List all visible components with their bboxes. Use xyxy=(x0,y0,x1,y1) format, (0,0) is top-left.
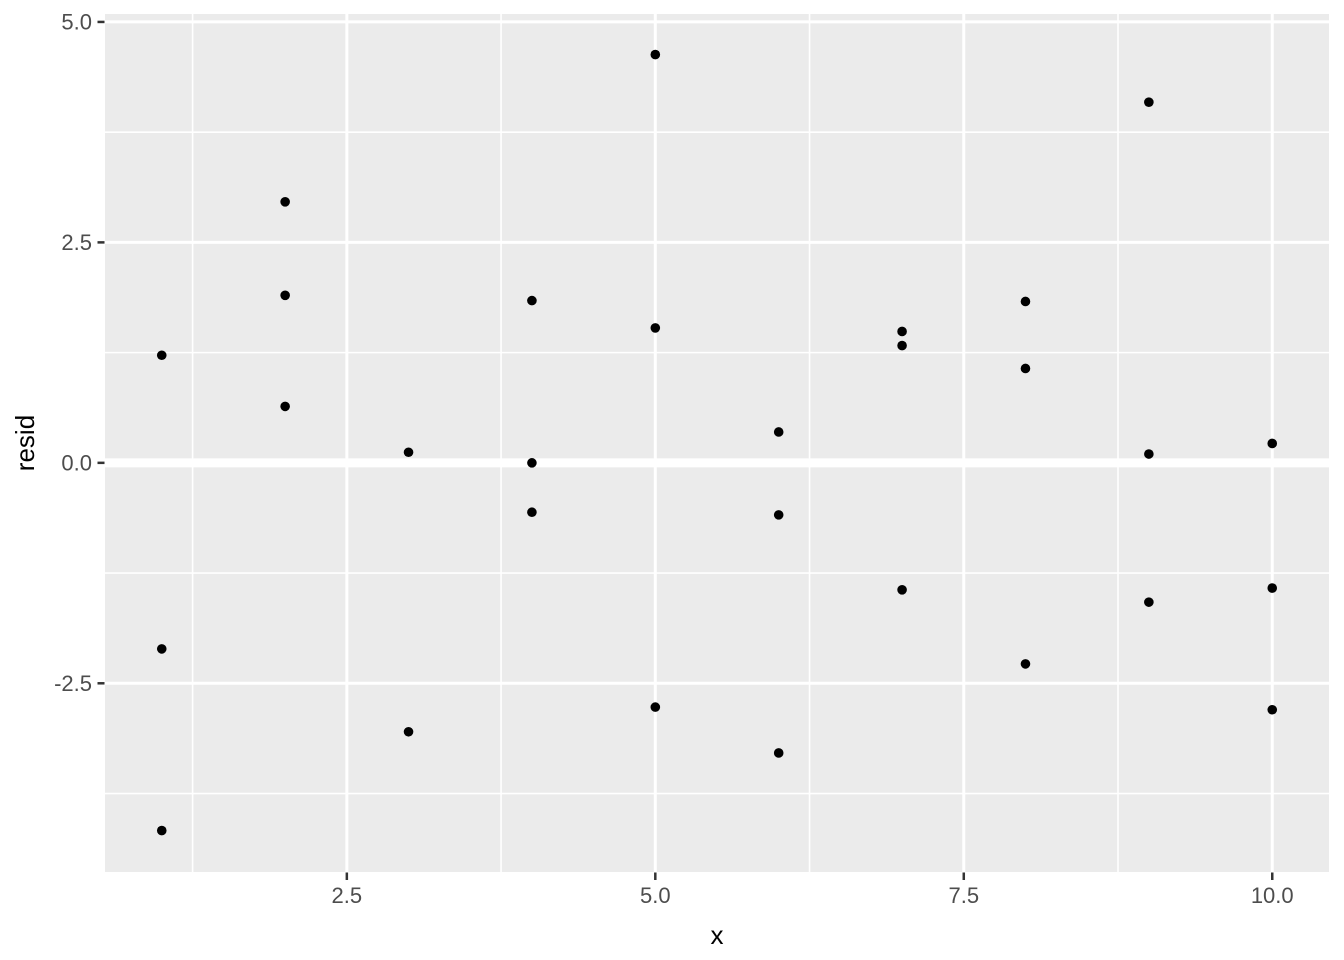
minor-gridlines xyxy=(105,14,1329,872)
y-tick-label: 5.0 xyxy=(61,10,92,35)
data-point xyxy=(527,458,537,468)
data-point xyxy=(650,49,661,60)
y-tick-label: 2.5 xyxy=(61,230,92,255)
panel-background xyxy=(105,14,1329,872)
data-point xyxy=(1020,659,1031,669)
data-point xyxy=(280,197,290,207)
data-point xyxy=(280,290,290,301)
data-point xyxy=(1267,704,1278,715)
data-point xyxy=(897,340,907,351)
data-point xyxy=(897,585,907,595)
data-points xyxy=(156,49,1278,836)
data-point xyxy=(1020,363,1031,374)
data-point xyxy=(403,447,414,458)
data-point xyxy=(1144,597,1154,607)
data-point xyxy=(1267,438,1278,449)
data-point xyxy=(403,726,414,737)
x-tick-label: 5.0 xyxy=(640,883,671,908)
y-axis-title: resid xyxy=(10,415,40,471)
data-point xyxy=(897,326,907,337)
axis-tick-marks xyxy=(97,20,1274,880)
axis-tick-labels: 2.5 5.0 7.5 10.0 -2.5 0.0 2.5 5.0 xyxy=(54,10,1294,908)
data-point xyxy=(773,427,784,437)
x-tick-label: 10.0 xyxy=(1251,883,1294,908)
data-point xyxy=(527,507,537,518)
data-point xyxy=(156,350,167,361)
x-tick-label: 2.5 xyxy=(332,883,363,908)
data-point xyxy=(773,510,784,520)
data-point xyxy=(527,295,537,306)
data-point xyxy=(650,702,661,712)
data-point xyxy=(156,644,167,654)
y-tick-label: 0.0 xyxy=(61,451,92,476)
data-point xyxy=(1144,449,1154,459)
y-tick-label: -2.5 xyxy=(54,671,92,696)
data-point xyxy=(1144,97,1154,107)
data-point xyxy=(156,825,167,836)
x-axis-title: x xyxy=(711,920,724,950)
data-point xyxy=(1267,583,1278,593)
data-point xyxy=(773,748,784,758)
data-point xyxy=(1020,296,1031,307)
data-point xyxy=(650,323,661,333)
data-point xyxy=(280,401,290,412)
x-tick-label: 7.5 xyxy=(948,883,979,908)
